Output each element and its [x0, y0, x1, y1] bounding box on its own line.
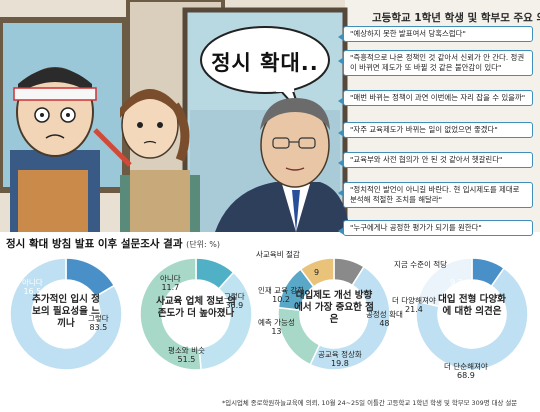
donut-hole: [162, 280, 230, 348]
charts-row: 추가적인 입시 정보의 필요성을 느끼나 아니다 16.5 그렇다 83.5 사…: [0, 250, 540, 398]
opinion-quote: "즉흥적으로 나온 정책인 것 같아서 신뢰가 안 간다. 정권이 바뀌면 제도…: [338, 50, 533, 76]
opinions-title: 고등학교 1학년 학생 및 학부모 주요 의견: [372, 12, 540, 24]
chart-4-slice-label: 지금 수준이 적당: [394, 260, 448, 269]
chart-1-slice-label: 그렇다 83.5: [88, 314, 109, 332]
chart-2-slice-label: 아니다 11.7: [160, 274, 181, 292]
opinion-quote: "교육부와 사전 협의가 안 된 것 같아서 헷갈린다": [338, 152, 533, 168]
girl-figure: [120, 89, 200, 232]
chart-3-slice-label: 사교육비 절감: [256, 250, 300, 259]
chart-1-question: 추가적인 입시 정보의 필요성을 느끼나: [32, 294, 100, 329]
footnote: *입시업체 종로학원하늘교육에 의뢰, 10월 24~25일 이틀간 고등학교 …: [222, 399, 518, 407]
chart-2-question: 사교육 업체 정보 의존도가 더 높아졌나: [156, 296, 236, 319]
survey-unit: (단위: %): [186, 240, 220, 249]
chart-3-slice-value: 9: [314, 268, 320, 277]
donut-hole: [438, 280, 506, 348]
chart-3-slice-label: 인재 교육 강화 10.2: [258, 286, 305, 304]
chart-3-slice-label: 공교육 정상화 19.8: [318, 350, 362, 368]
donut-chart-4: [415, 257, 529, 371]
opinion-quote: "자주 교육제도가 바뀌는 일이 없었으면 좋겠다": [338, 122, 533, 138]
opinion-quote: "누구에게나 공정한 평가가 되기를 원한다": [338, 220, 533, 236]
donut-hole: [300, 280, 368, 348]
speech-bubble-text: 정시 확대..: [211, 51, 319, 75]
chart-4-question: 대입 전형 다양화에 대한 의견은: [438, 294, 506, 317]
donut-chart-2: [139, 257, 253, 371]
chart-4-slice-value: 9.7: [450, 278, 463, 287]
chart-2-slice-label: 그렇다 36.9: [224, 292, 245, 310]
chart-3-question: 대입제도 개선 방향에서 가장 중요한 점은: [294, 290, 374, 325]
chart-4-slice-label: 더 단순해져야 68.9: [444, 362, 488, 380]
chart-1-slice-label: 아니다 16.5: [22, 278, 43, 296]
opinion-quote: "예상하지 못한 발표여서 당혹스럽다": [338, 26, 533, 42]
donut-hole: [32, 280, 100, 348]
opinion-quote: "정치적인 발언이 아니길 바란다. 현 입시제도를 제대로 분석해 적절한 조…: [338, 182, 533, 208]
student-figure: [10, 67, 132, 232]
chart-4-slice-label: 더 다양해져야 21.4: [392, 296, 436, 314]
chart-3-slice-label: 예측 가능성 13: [258, 318, 295, 336]
chart-2-slice-label: 평소와 비슷 51.5: [168, 346, 205, 364]
opinion-quote: "매번 바뀌는 정책이 과연 이번에는 자리 잡을 수 있을까": [338, 90, 533, 106]
survey-title-text: 정시 확대 방침 발표 이후 설문조사 결과: [6, 238, 183, 250]
donut-chart-3: [277, 257, 391, 371]
survey-title: 정시 확대 방침 발표 이후 설문조사 결과 (단위: %): [6, 236, 220, 251]
speech-bubble: [200, 26, 330, 113]
donut-chart-1: [9, 257, 123, 371]
man-figure: [215, 98, 350, 232]
chart-3-slice-label: 공정성 확대 48: [366, 310, 403, 328]
